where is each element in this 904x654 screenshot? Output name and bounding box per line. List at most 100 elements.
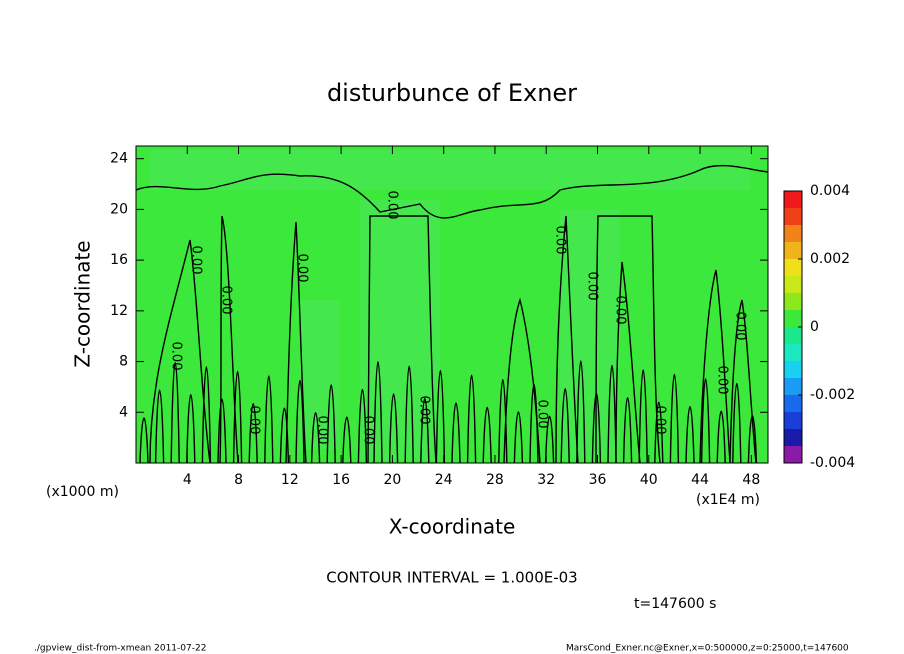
field-patch	[560, 210, 620, 460]
x-tick-label: 16	[332, 472, 350, 488]
x-axis-label: X-coordinate	[389, 515, 516, 539]
field	[136, 146, 768, 463]
contour-line	[367, 215, 437, 464]
x-tick-label: 8	[234, 472, 243, 488]
colorbar-swatch	[784, 395, 802, 412]
contour-line	[342, 416, 352, 464]
contour-line	[295, 380, 305, 464]
chart-title: disturbunce of Exner	[327, 79, 577, 107]
contour-line	[248, 403, 258, 464]
y-axis-label: Z-coordinate	[71, 240, 95, 367]
contour-line	[186, 394, 196, 464]
footer-left: ./gpview_dist-from-xmean 2011-07-22	[34, 644, 206, 654]
contour-line	[716, 410, 726, 464]
contour-line	[747, 415, 758, 464]
contour-line	[576, 360, 586, 464]
contour-line	[219, 215, 239, 464]
colorbar-swatch	[784, 361, 802, 378]
contour-label: 0.00	[535, 400, 550, 429]
contour-line	[435, 370, 446, 464]
colorbar-tick-label: 0.002	[810, 251, 850, 267]
colorbar-swatch	[784, 293, 802, 310]
contour-line	[404, 365, 414, 464]
contour-line	[700, 378, 711, 464]
contour-line	[310, 412, 321, 464]
contour-line	[420, 397, 430, 464]
contour-label: 0.00	[417, 396, 432, 425]
contour-line	[498, 379, 508, 464]
contour-line	[217, 398, 227, 464]
contour-line	[560, 388, 570, 464]
x-unit-right: (x1E4 m)	[696, 492, 760, 508]
colorbar-tick-label: -0.004	[810, 455, 855, 471]
contour-label: 0.00	[715, 366, 730, 395]
colorbar-swatch	[784, 344, 802, 361]
contour-line	[544, 415, 555, 464]
contour-line	[201, 366, 212, 464]
time-text: t=147600 s	[634, 596, 716, 612]
contour-line	[669, 373, 680, 464]
x-tick-label: 20	[383, 472, 401, 488]
contour-line	[466, 374, 477, 464]
colorbar-swatch	[784, 446, 802, 463]
contour-label: 0.00	[169, 342, 184, 371]
colorbar-swatch	[784, 208, 802, 225]
contour-line	[154, 389, 165, 464]
contour-line	[607, 365, 617, 464]
contour-line	[135, 164, 769, 219]
contour-line	[149, 239, 211, 464]
colorbar-swatch	[784, 276, 802, 293]
y-tick-label: 24	[110, 151, 128, 167]
contour-label: 0.00	[189, 246, 204, 275]
contour-line	[685, 406, 695, 464]
contour-line	[591, 392, 602, 464]
contour-label: 0.00	[385, 191, 400, 220]
contour-line	[529, 383, 539, 464]
contour-interval: CONTOUR INTERVAL = 1.000E-03	[326, 569, 577, 587]
contour-line	[373, 361, 383, 464]
contour-label: 0.00	[733, 312, 748, 341]
contour-label: 0.00	[553, 226, 568, 255]
contour-line	[732, 383, 742, 464]
contour-line	[595, 215, 661, 464]
contour-line	[503, 297, 541, 464]
colorbar-swatch	[784, 378, 802, 395]
y-tick-label: 4	[119, 404, 128, 420]
x-tick-label: 40	[640, 472, 658, 488]
contour-line	[388, 393, 399, 464]
contour-line	[139, 417, 149, 464]
field-patch	[150, 150, 750, 190]
contour-line	[170, 362, 180, 464]
colorbar-swatch	[784, 191, 802, 208]
plot-frame	[135, 145, 769, 464]
footer-right: MarsCond_Exner.nc@Exner,x=0:500000,z=0:2…	[566, 644, 849, 654]
x-tick-label: 36	[589, 472, 607, 488]
contour-label: 0.00	[585, 272, 600, 301]
x-unit-left: (x1000 m)	[46, 484, 119, 500]
contour-label: 0.00	[295, 254, 310, 283]
colorbar-swatch	[784, 242, 802, 259]
colorbar-tick-label: 0.004	[810, 183, 850, 199]
contour-line	[615, 261, 641, 464]
y-tick-label: 20	[110, 201, 128, 217]
contour-line	[232, 370, 243, 464]
x-tick-label: 28	[486, 472, 504, 488]
x-tick-label: 4	[183, 472, 192, 488]
contour-line	[285, 221, 307, 464]
contour-line	[451, 402, 461, 464]
colorbar-swatch	[784, 225, 802, 242]
colorbar-tick-label: -0.002	[810, 387, 855, 403]
contour-line	[654, 401, 664, 464]
field-patch	[300, 300, 340, 450]
contour-line	[357, 389, 368, 464]
contour-line	[326, 384, 336, 464]
contour-label: 0.00	[219, 286, 234, 315]
colorbar-swatch	[784, 310, 802, 327]
colorbar-swatch	[784, 327, 802, 344]
contour-line	[622, 397, 633, 464]
contour-label: 0.00	[247, 406, 262, 435]
contour-label: 0.00	[361, 416, 376, 445]
contour-line	[279, 407, 290, 464]
plot-area: 0.00 0.00 0.00 0.00 0.00 0.00 0.00 0.00 0.00 0.00…	[135, 146, 769, 464]
